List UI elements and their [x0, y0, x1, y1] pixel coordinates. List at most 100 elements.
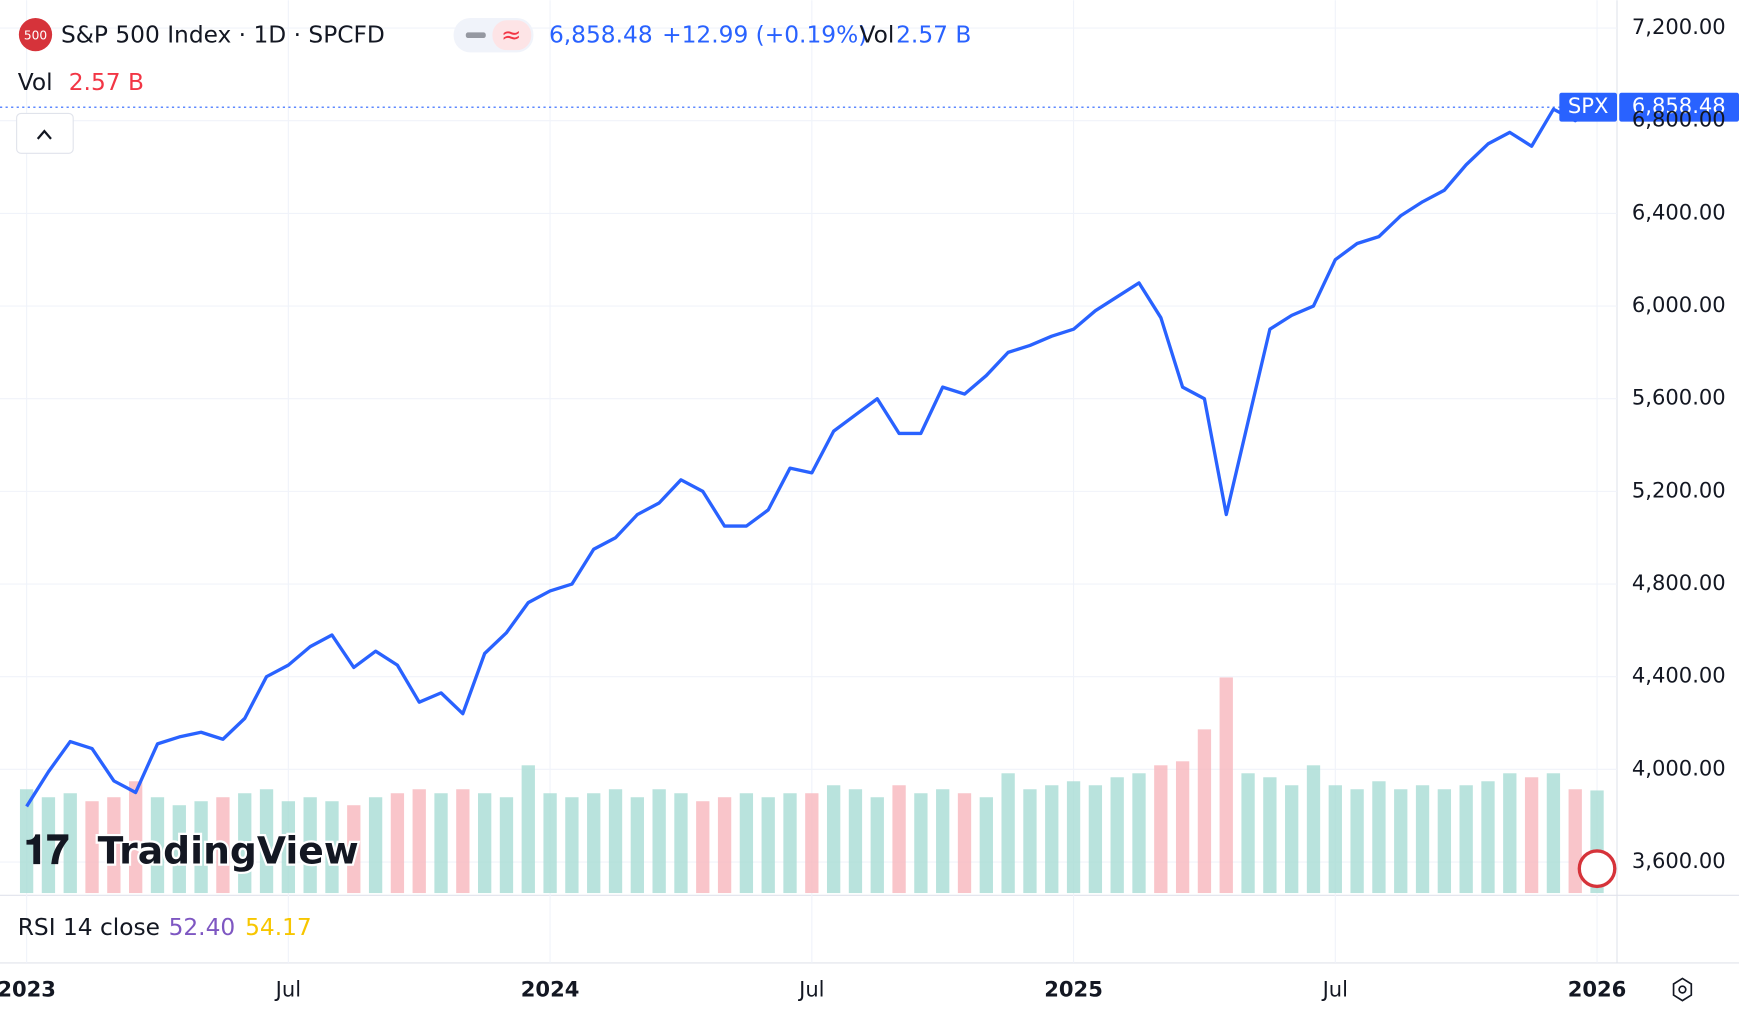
volume-bar: [761, 797, 775, 894]
volume-bar: [1459, 785, 1473, 894]
x-tick-label: 2026: [1568, 977, 1627, 1002]
volume-bar: [41, 797, 56, 894]
vol-legend: Vol: [18, 69, 53, 96]
volume-bar: [85, 801, 99, 894]
volume-bar: [1066, 781, 1081, 894]
volume-bar: [150, 797, 165, 894]
volume-bar: [674, 793, 688, 894]
volume-bar: [1328, 785, 1342, 894]
settings-dot: [1678, 985, 1687, 994]
volume-bar: [412, 789, 426, 894]
rsi-label: RSI 14 close: [18, 914, 160, 941]
price-change: +12.99 (+0.19%): [662, 21, 867, 48]
collapse-icon: [36, 129, 52, 140]
y-tick-label: 5,600.00: [1632, 385, 1726, 410]
volume-bar: [107, 797, 121, 894]
volume-bar: [1088, 785, 1103, 894]
price-tag: 6,858.48: [1632, 93, 1726, 118]
volume-bar: [1481, 781, 1495, 894]
volume-bar: [303, 797, 317, 894]
volume-bar: [914, 793, 928, 894]
volume-bar: [892, 785, 906, 894]
volume-bar: [325, 801, 339, 894]
volume-bar: [521, 765, 535, 894]
volume-bar: [1154, 765, 1168, 894]
price-tag-bg: [1619, 92, 1739, 122]
x-tick-label: Jul: [1321, 977, 1348, 1002]
volume-bar: [630, 797, 644, 894]
logo-badge: [18, 18, 53, 52]
price-tags: SPX 6,858.48: [1559, 92, 1739, 122]
watermark-logo: 𝟏𝟕: [24, 828, 68, 874]
volume-bar: [194, 801, 208, 894]
logo-text: 500: [24, 28, 47, 42]
volume-bar: [63, 793, 77, 894]
y-tick-label: 7,200.00: [1632, 14, 1726, 39]
vol-legend-value: 2.57 B: [69, 69, 144, 96]
rsi-value: 52.40: [169, 914, 236, 941]
x-tick-label: 2024: [521, 977, 580, 1002]
volume-bar: [499, 797, 514, 894]
status-icon: [465, 32, 486, 38]
volume-bar: [434, 793, 448, 894]
delay-icon: ≈: [501, 20, 521, 49]
volume-bar: [1437, 789, 1452, 894]
volume-bar: [652, 789, 666, 894]
volume-bar: [19, 789, 34, 894]
y-tick-label: 6,000.00: [1632, 292, 1726, 317]
volume-bar: [543, 793, 557, 894]
volume-bar: [1175, 761, 1190, 894]
volume-bar: [1546, 773, 1561, 894]
settings-icon[interactable]: [1672, 977, 1693, 1002]
volume-bar: [1197, 729, 1212, 894]
volume-bar: [696, 801, 710, 894]
symbol-title: S&P 500 Index · 1D · SPCFD: [61, 21, 385, 48]
x-tick-label: 2023: [0, 977, 56, 1002]
x-tick-label: 2025: [1044, 977, 1103, 1002]
y-tick-label: 4,800.00: [1632, 570, 1726, 595]
volume-bar: [1241, 773, 1255, 894]
volume-bar: [259, 789, 274, 894]
volume-bar: [587, 793, 601, 894]
volume-bar: [826, 785, 841, 894]
volume-bar: [565, 797, 579, 894]
volume-bar: [936, 789, 950, 894]
volume-bar: [1394, 789, 1408, 894]
volume-bar: [281, 801, 296, 894]
volume-bar: [1350, 789, 1364, 894]
volume-bar: [870, 797, 884, 894]
volume-bar: [783, 793, 797, 894]
volume-bar: [1372, 781, 1386, 894]
rsi-ma: 54.17: [245, 914, 312, 941]
volume-bar: [1285, 785, 1299, 894]
volume-bar: [1219, 677, 1233, 894]
volume-bar: [478, 793, 492, 894]
price-line: [25, 105, 1598, 808]
volume-bar: [129, 781, 143, 894]
y-tick-label: 4,000.00: [1632, 755, 1726, 780]
volume-bar: [1132, 773, 1146, 894]
volume-bar: [1110, 777, 1124, 894]
y-tick-label: 4,400.00: [1632, 663, 1726, 688]
volume-bar: [979, 797, 993, 894]
volume-bar: [1045, 785, 1059, 894]
volume-bar: [717, 797, 732, 894]
volume-bar: [848, 789, 863, 894]
volume-bar: [368, 797, 383, 894]
volume-bar: [1023, 789, 1037, 894]
volume-bar: [238, 793, 252, 894]
y-tick-label: 3,600.00: [1632, 848, 1726, 873]
volume-bar: [390, 793, 405, 894]
volume-bar: [1524, 777, 1539, 894]
volume-bar: [1415, 785, 1430, 894]
delay-icon-bg: [492, 20, 532, 51]
y-tick-label: 6,800.00: [1632, 107, 1726, 132]
country-flag: [1577, 849, 1617, 889]
symbol-tag: SPX: [1568, 93, 1609, 118]
volume-bar: [216, 797, 230, 894]
volume-bar: [347, 805, 361, 894]
volume-bar: [1263, 777, 1277, 894]
volume-bar: [1503, 773, 1517, 894]
